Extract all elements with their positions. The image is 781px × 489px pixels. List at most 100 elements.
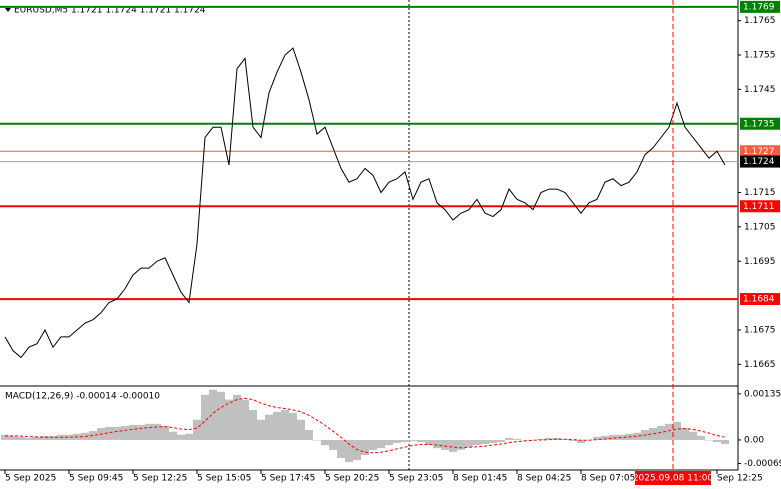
macd-bar xyxy=(185,433,193,440)
macd-bar xyxy=(521,439,529,441)
level-label-box xyxy=(740,200,780,213)
x-tick-label: 5 Sep 20:25 xyxy=(325,474,379,484)
level-label: 1.1724 xyxy=(743,157,775,167)
x-tick-label: 5 Sep 2025 xyxy=(5,474,56,484)
macd-bar xyxy=(545,437,553,440)
macd-bar xyxy=(305,430,313,440)
macd-bar xyxy=(345,439,353,463)
level-label-box xyxy=(740,145,780,158)
macd-bar xyxy=(473,439,481,446)
macd-bar xyxy=(281,409,289,440)
macd-bar xyxy=(113,426,121,440)
macd-bar xyxy=(17,436,25,440)
macd-bar xyxy=(577,439,585,444)
macd-bar xyxy=(25,437,33,440)
macd-bar xyxy=(433,439,441,449)
y-tick-label: 1.1675 xyxy=(744,326,776,336)
macd-bar xyxy=(497,439,505,442)
level-label: 1.1684 xyxy=(743,295,775,305)
macd-bar xyxy=(1,434,9,440)
x-tick-label: 5 Sep 23:05 xyxy=(389,474,443,484)
macd-bar xyxy=(665,423,673,440)
crosshair-label: 2025.09.08 11:00 xyxy=(633,474,714,484)
macd-bar xyxy=(481,439,489,445)
y-tick-label: 1.1765 xyxy=(744,16,776,26)
macd-bar xyxy=(609,434,617,440)
macd-bar xyxy=(457,439,465,450)
macd-bar xyxy=(41,435,49,440)
macd-bar xyxy=(201,394,209,440)
macd-bar xyxy=(241,399,249,440)
header-arrow xyxy=(5,8,11,12)
level-label-box xyxy=(740,155,780,168)
macd-bar xyxy=(289,412,297,440)
macd-bar xyxy=(593,436,601,440)
macd-bar xyxy=(161,425,169,440)
macd-bar xyxy=(633,432,641,440)
macd-bar xyxy=(209,389,217,440)
macd-bar xyxy=(569,439,577,441)
macd-bar xyxy=(265,414,273,440)
macd-bar xyxy=(177,434,185,440)
macd-bar xyxy=(169,431,177,440)
macd-bar xyxy=(601,435,609,440)
x-tick-label: 5 Sep 15:05 xyxy=(197,474,251,484)
crosshair-label-box xyxy=(635,471,711,485)
macd-bar xyxy=(537,438,545,440)
crosshair: 2025.09.08 11:00 xyxy=(633,0,714,485)
level-label: 1.1727 xyxy=(743,147,775,157)
macd-bar xyxy=(321,439,329,446)
level-label: 1.1711 xyxy=(743,202,775,212)
macd-bar xyxy=(505,437,513,440)
macd-bar xyxy=(273,411,281,440)
y-tick-label: 1.1695 xyxy=(744,257,776,267)
macd-bar xyxy=(673,421,681,440)
macd-bar xyxy=(33,436,41,440)
macd-bar xyxy=(657,425,665,440)
macd-bar xyxy=(9,435,17,440)
macd-title: MACD(12,26,9) -0.00014 -0.00010 xyxy=(5,392,160,402)
macd-bar xyxy=(721,439,729,445)
macd-bar xyxy=(689,431,697,440)
macd-bar xyxy=(65,434,73,440)
macd-bar xyxy=(217,391,225,440)
macd-bar xyxy=(513,438,521,440)
macd-bar xyxy=(225,399,233,440)
macd-bar xyxy=(121,425,129,440)
macd-bar xyxy=(145,423,153,440)
macd-bar xyxy=(697,435,705,440)
y-tick-label: -0.00069 xyxy=(744,459,781,469)
macd-bar xyxy=(449,439,457,452)
macd-bar xyxy=(705,439,713,441)
level-label: 1.1735 xyxy=(743,119,775,129)
macd-bar xyxy=(361,439,369,455)
macd-bar xyxy=(489,439,497,444)
y-tick-label: 1.1665 xyxy=(744,360,776,370)
y-tick-label: 1.1745 xyxy=(744,85,776,95)
macd-bar xyxy=(409,439,417,441)
macd-bar xyxy=(129,424,137,440)
macd-bar xyxy=(385,439,393,446)
level-label-box xyxy=(740,0,780,13)
x-tick-label: 8 Sep 01:45 xyxy=(453,474,507,484)
macd-bar xyxy=(137,424,145,440)
x-tick-label: 8 Sep 07:05 xyxy=(581,474,635,484)
x-tick-label: Sep 12:25 xyxy=(717,474,763,484)
macd-bar xyxy=(257,419,265,440)
macd-bar xyxy=(713,439,721,442)
macd-bar xyxy=(529,439,537,441)
macd-bar xyxy=(313,439,321,441)
macd-bar xyxy=(105,426,113,440)
signal-line xyxy=(5,397,726,454)
macd-bar xyxy=(425,439,433,446)
level-label: 1.1769 xyxy=(743,2,775,12)
y-tick-label: 1.1755 xyxy=(744,51,776,61)
x-tick-label: 8 Sep 04:25 xyxy=(517,474,571,484)
y-tick-label: 1.1705 xyxy=(744,222,776,232)
macd-bar xyxy=(369,439,377,450)
macd-bar xyxy=(441,439,449,450)
y-tick-label: 0.00 xyxy=(744,435,764,445)
macd-bar xyxy=(649,427,657,440)
macd-bar xyxy=(377,439,385,449)
